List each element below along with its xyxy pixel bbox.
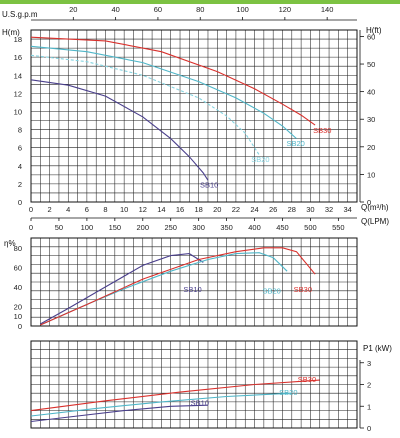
head-right-axis-label: H(ft) [366, 26, 382, 35]
usgpm-tick-label: 80 [196, 5, 204, 14]
power-chart-frame [30, 340, 358, 429]
sb20-efficiency-label: SB20 [263, 287, 281, 296]
sb20-head-curve-mid [30, 54, 260, 156]
head-left-axis-label: H(m) [2, 28, 20, 37]
m3h-tick-label: 10 [120, 205, 128, 214]
head-right-tick-label: 40 [367, 88, 375, 97]
head-left-tick-label: 4 [18, 162, 22, 171]
m3h-tick-label: 12 [139, 205, 147, 214]
sb30-power-label: SB30 [298, 375, 316, 384]
head-right-tick-label: 20 [367, 143, 375, 152]
head-right-tick-label: 30 [367, 115, 375, 124]
sb10-efficiency-curve [40, 253, 204, 325]
lpm-tick-label: 300 [192, 223, 205, 232]
m3h-tick-label: 18 [194, 205, 202, 214]
m3h-tick-label: 30 [306, 205, 314, 214]
m3h-tick-label: 4 [66, 205, 70, 214]
lpm-tick-label: 550 [332, 223, 345, 232]
lpm-tick-label: 350 [220, 223, 233, 232]
efficiency-chart-frame [30, 237, 358, 327]
head-left-tick-label: 18 [14, 35, 22, 44]
head-left-tick-label: 2 [18, 180, 22, 189]
efficiency-tick-label: 0 [18, 322, 22, 331]
efficiency-axis-label: η% [4, 239, 16, 248]
usgpm-tick-label: 20 [69, 5, 77, 14]
lpm-tick-label: 200 [137, 223, 150, 232]
efficiency-tick-label: 40 [14, 283, 22, 292]
sb30-power-curve [30, 379, 320, 412]
lpm-tick-label: 250 [164, 223, 177, 232]
m3h-tick-label: 22 [232, 205, 240, 214]
efficiency-tick-label: 20 [14, 302, 22, 311]
m3h-tick-label: 0 [29, 205, 33, 214]
sb10-power-curve [30, 404, 209, 423]
usgpm-axis-label: U.S.g.p.m [2, 10, 38, 19]
lpm-tick-label: 0 [29, 223, 33, 232]
m3h-tick-label: 34 [344, 205, 352, 214]
power-tick-label: 0 [367, 424, 371, 433]
head-left-tick-label: 6 [18, 144, 22, 153]
efficiency-tick-label: 60 [14, 263, 22, 272]
head-left-tick-label: 0 [18, 198, 22, 207]
usgpm-tick-label: 100 [236, 5, 249, 14]
m3h-tick-label: 24 [250, 205, 258, 214]
sb30-efficiency-curve [40, 247, 316, 326]
head-left-tick-label: 10 [14, 107, 22, 116]
header-accent-bar [0, 0, 400, 4]
lpm-tick-label: 400 [248, 223, 261, 232]
usgpm-tick-label: 140 [321, 5, 334, 14]
m3h-tick-label: 20 [213, 205, 221, 214]
head-right-tick-label: 10 [367, 170, 375, 179]
sb20-head-curve [30, 45, 297, 140]
power-axis-label: P1 (kW) [363, 344, 392, 353]
sb10-efficiency-label: SB10 [183, 285, 201, 294]
sb20-head-label-mid: SB20 [251, 155, 269, 164]
lpm-tick-label: 50 [55, 223, 63, 232]
m3h-tick-label: 6 [85, 205, 89, 214]
sb10-head-curve [30, 79, 209, 181]
lpm-tick-label: 450 [276, 223, 289, 232]
m3h-tick-label: 26 [269, 205, 277, 214]
m3h-axis-label: Q(m³/h) [361, 203, 389, 212]
sb30-head-curve [30, 36, 316, 126]
sb20-power-label: SB20 [279, 388, 297, 397]
usgpm-tick-label: 60 [154, 5, 162, 14]
head-right-tick-label: 0 [367, 198, 371, 207]
sb20-power-curve [30, 392, 292, 417]
m3h-tick-label: 28 [288, 205, 296, 214]
head-right-tick-label: 50 [367, 60, 375, 69]
head-left-tick-label: 16 [14, 53, 22, 62]
lpm-tick-label: 500 [304, 223, 317, 232]
power-tick-label: 1 [367, 402, 371, 411]
efficiency-tick-label: 10 [14, 312, 22, 321]
head-left-tick-label: 8 [18, 126, 22, 135]
m3h-tick-label: 32 [325, 205, 333, 214]
lpm-axis-label: Q(LPM) [361, 217, 389, 226]
usgpm-tick-label: 120 [279, 5, 292, 14]
power-tick-label: 2 [367, 381, 371, 390]
sb30-head-label: SB30 [313, 126, 331, 135]
m3h-tick-label: 8 [103, 205, 107, 214]
sb10-power-label: SB10 [191, 398, 209, 407]
m3h-tick-label: 16 [176, 205, 184, 214]
head-right-tick-label: 60 [367, 32, 375, 41]
efficiency-tick-label: 80 [14, 244, 22, 253]
power-tick-label: 3 [367, 359, 371, 368]
sb20-head-label: SB20 [286, 139, 304, 148]
head-chart-frame [30, 29, 358, 203]
sb10-head-label: SB10 [200, 181, 218, 190]
m3h-tick-label: 14 [157, 205, 165, 214]
head-left-tick-label: 14 [14, 71, 22, 80]
lpm-tick-label: 100 [81, 223, 94, 232]
sb30-efficiency-label: SB30 [294, 285, 312, 294]
m3h-tick-label: 2 [48, 205, 52, 214]
lpm-tick-label: 150 [109, 223, 122, 232]
head-left-tick-label: 12 [14, 89, 22, 98]
usgpm-tick-label: 40 [111, 5, 119, 14]
